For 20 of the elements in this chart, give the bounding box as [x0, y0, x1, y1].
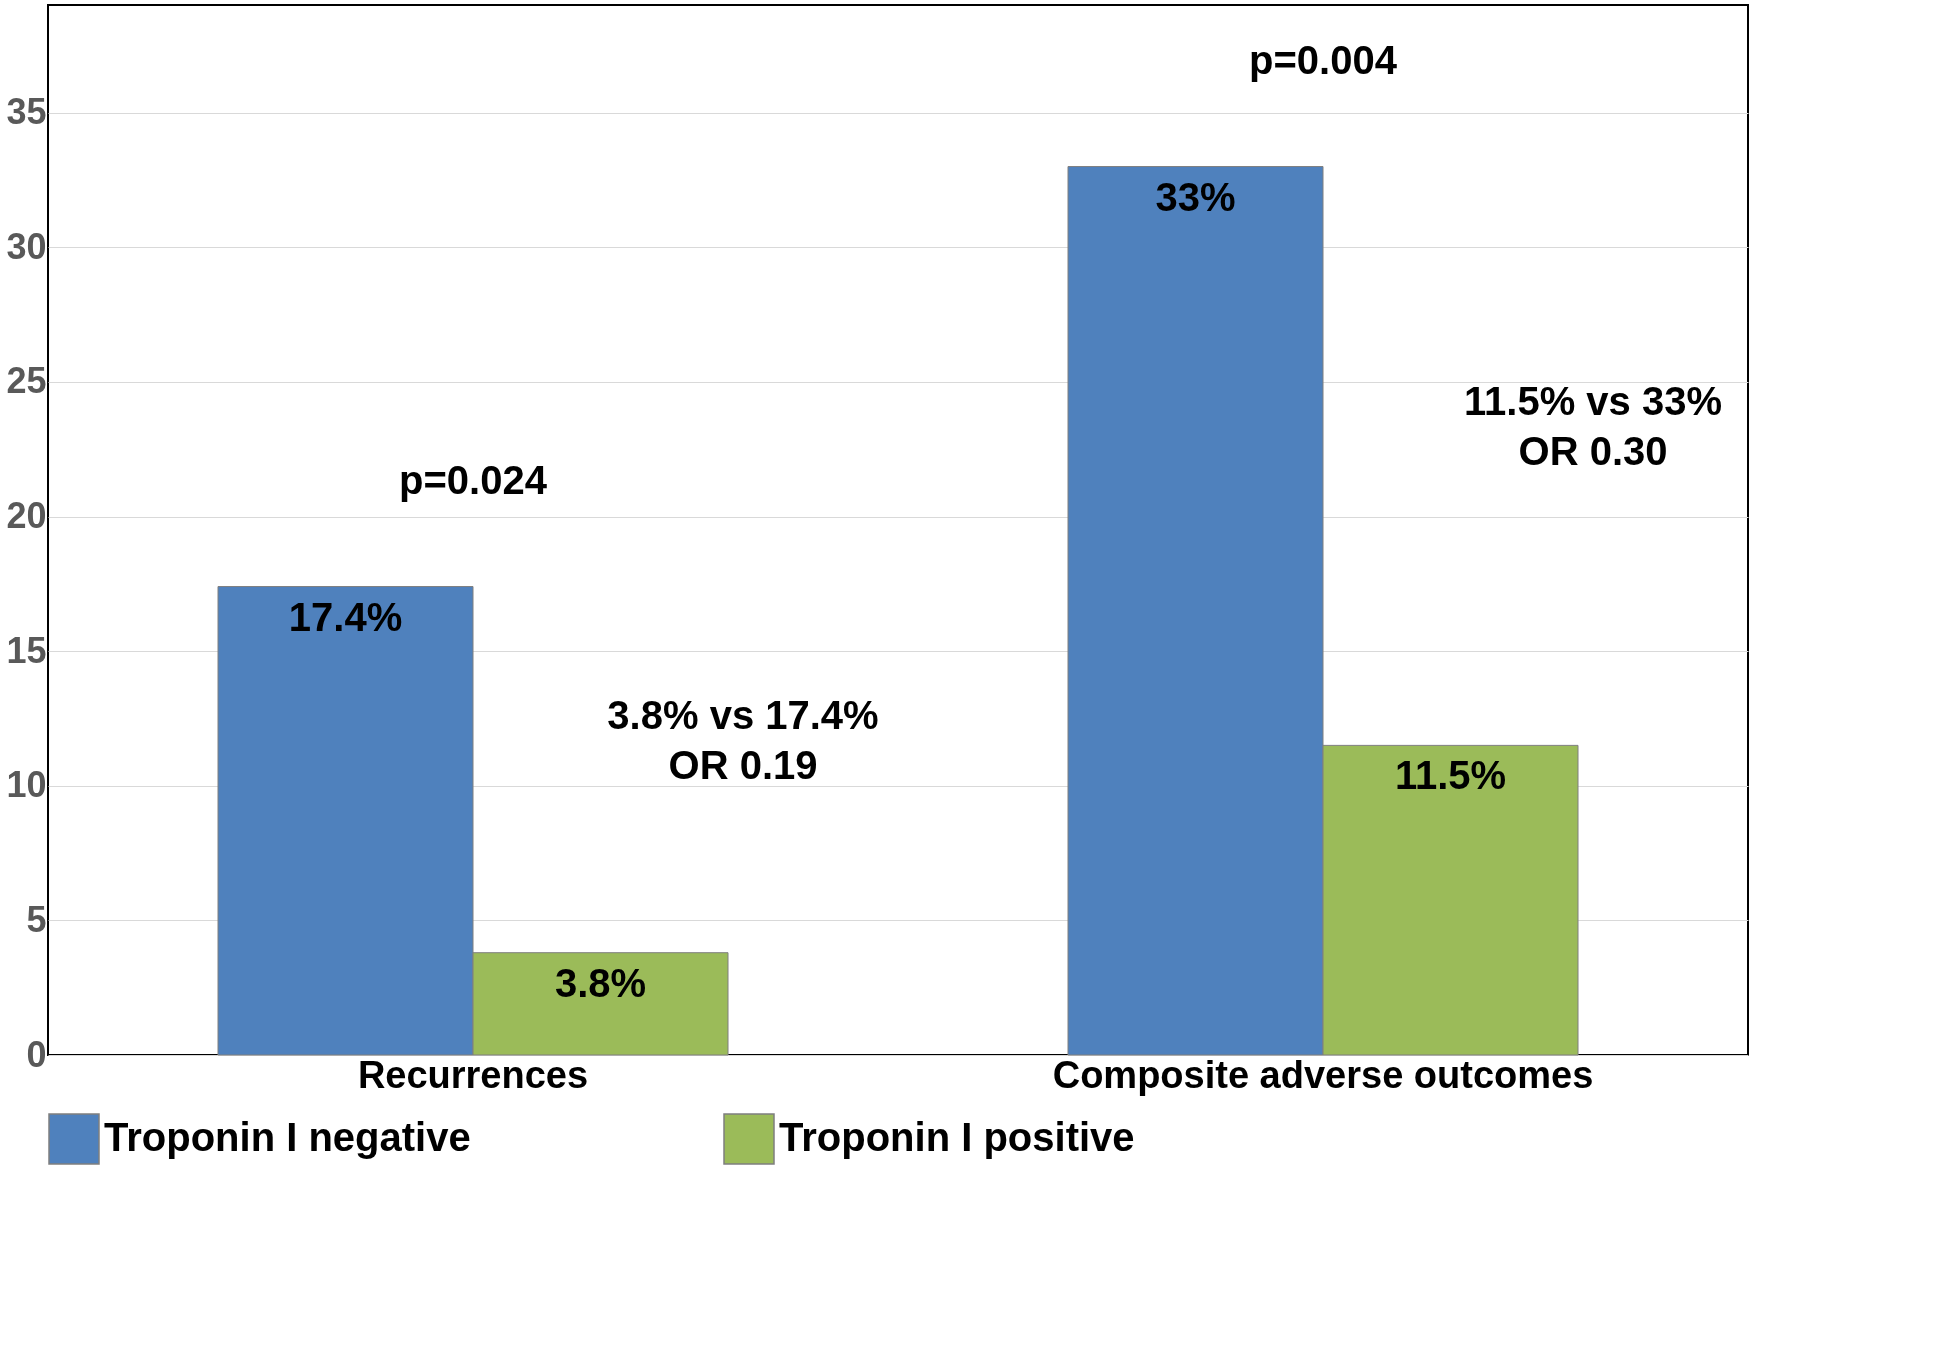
x-tick-label: Composite adverse outcomes	[1052, 1053, 1594, 1096]
data-label: 33%	[1155, 174, 1236, 219]
data-label: 17.4%	[288, 594, 403, 639]
y-tick-label: 0	[26, 1033, 47, 1075]
y-tick-label: 35	[6, 91, 47, 133]
legend-label: Troponin I positive	[779, 1115, 1135, 1159]
y-tick-label: 30	[6, 225, 47, 267]
data-label: 11.5%	[1394, 753, 1507, 798]
y-tick-label: 5	[26, 898, 47, 940]
annotation: p=0.024	[399, 457, 548, 502]
annotation: 11.5% vs 33% OR 0.30	[1464, 379, 1722, 474]
annotation: p=0.004	[1249, 37, 1398, 82]
y-tick-label: 10	[6, 764, 47, 806]
data-label: 3.8%	[554, 960, 647, 1005]
legend-label: Troponin I negative	[104, 1115, 471, 1159]
annotation: 3.8% vs 17.4% OR 0.19	[607, 693, 879, 788]
y-tick-label: 25	[6, 360, 47, 402]
y-tick-label: 20	[6, 495, 47, 537]
x-tick-label: Recurrences	[357, 1053, 589, 1096]
y-tick-label: 15	[6, 629, 47, 671]
